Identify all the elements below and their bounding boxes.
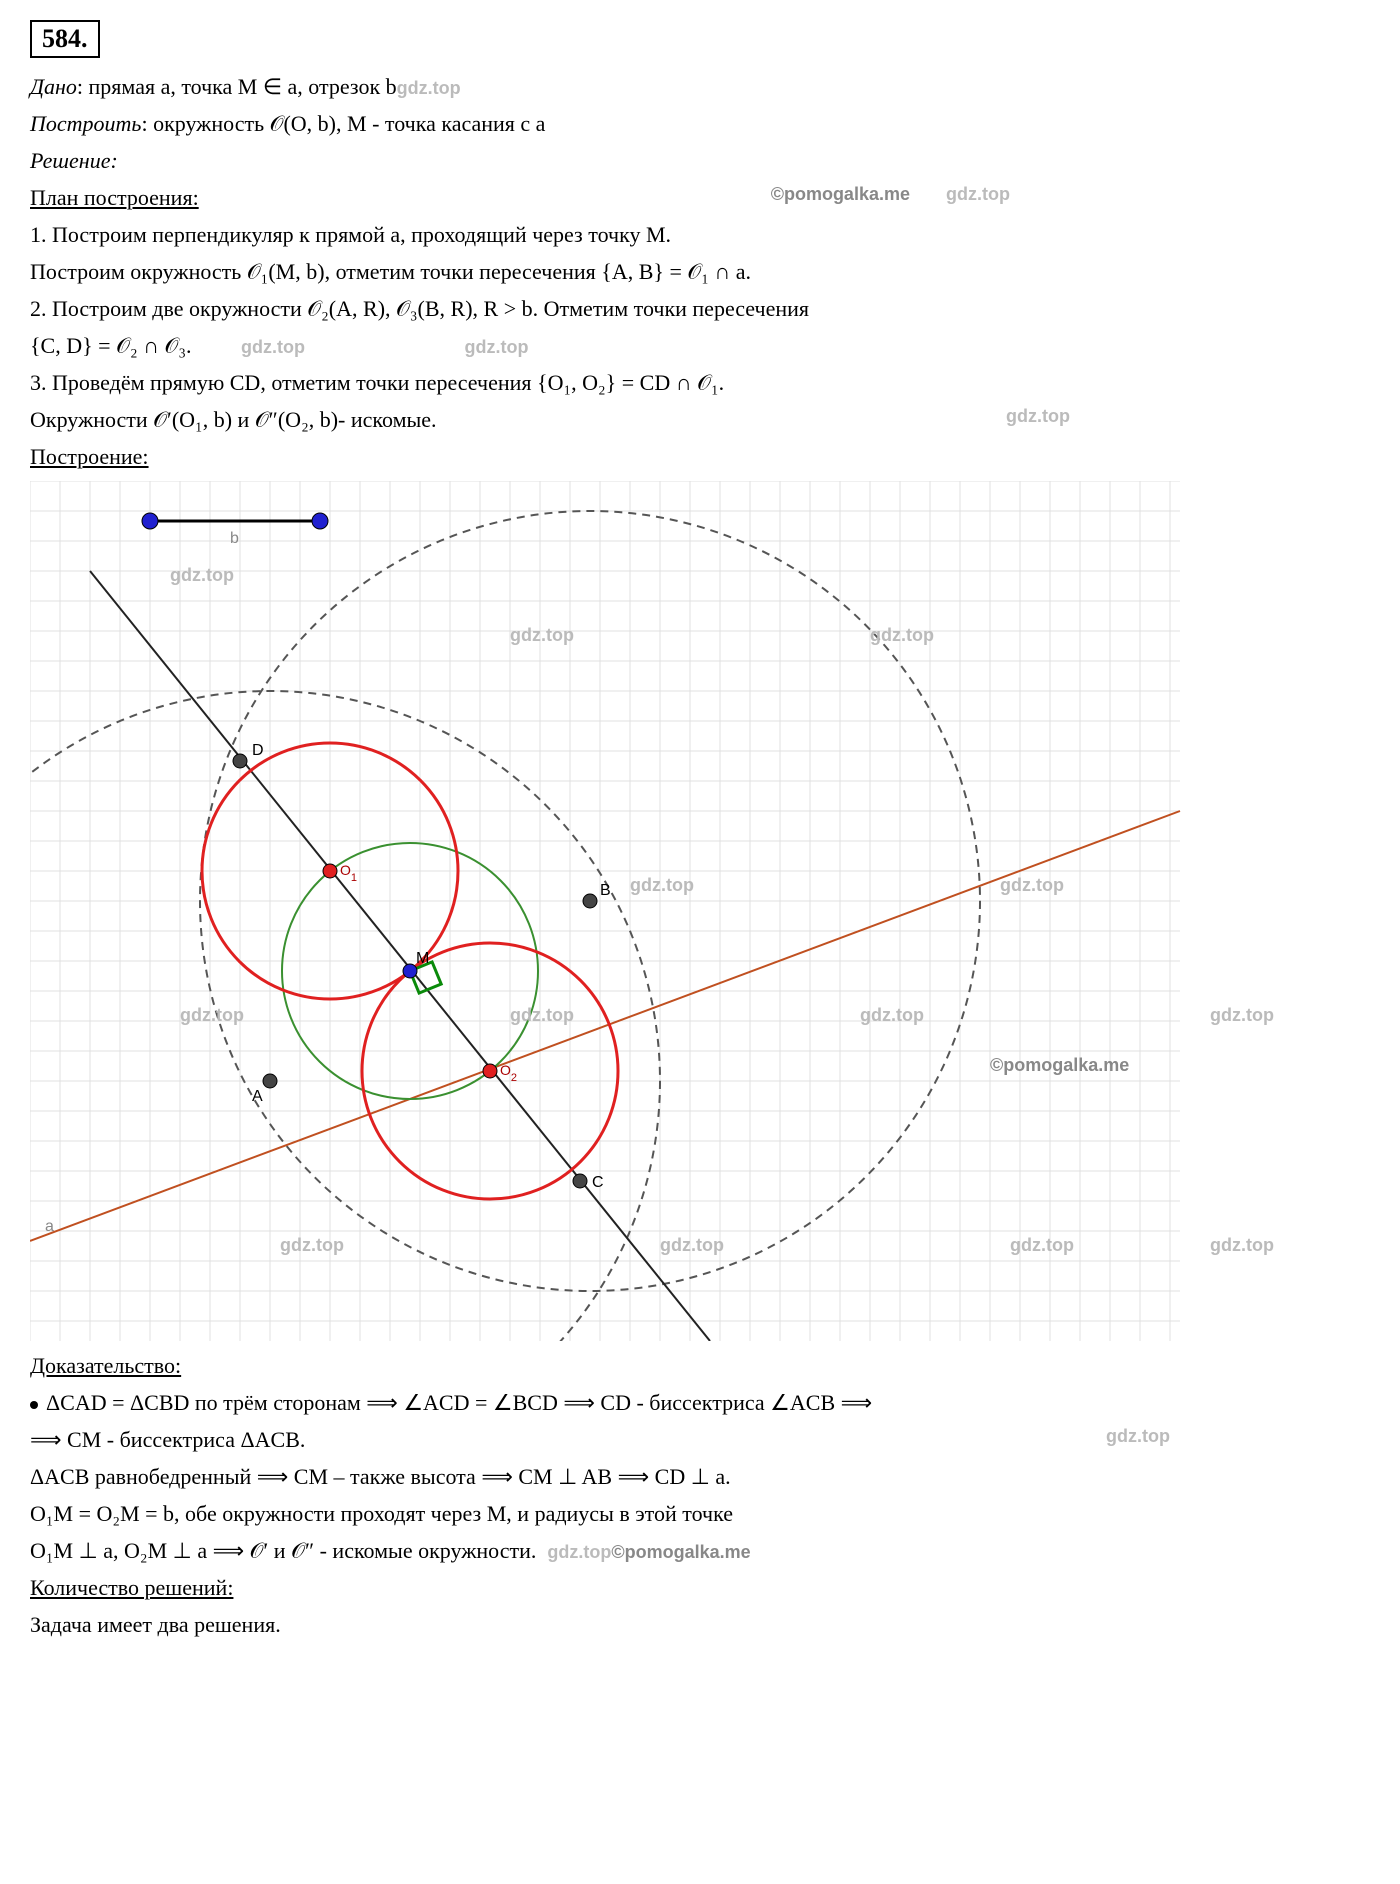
construct-line: Построить: окружность 𝒪(O, b), M - точка… (30, 107, 1370, 140)
step-2a: 2. Построим две окружности 𝒪₂(A, R), 𝒪₃(… (30, 292, 1370, 325)
given-line: Дано: прямая a, точка M ∈ a, отрезок bgd… (30, 70, 1370, 103)
proof-1: ΔCAD = ΔCBD по трём сторонам ⟹ ∠ACD = ∠B… (30, 1386, 1370, 1419)
svg-text:gdz.top: gdz.top (170, 565, 234, 585)
svg-text:gdz.top: gdz.top (510, 1005, 574, 1025)
svg-text:B: B (600, 882, 611, 899)
svg-text:C: C (592, 1174, 604, 1191)
svg-text:a: a (45, 1218, 54, 1235)
proof-2: ΔACB равнобедренный ⟹ CM – также высота … (30, 1460, 1370, 1493)
plan-label: План построения: ©pomogalka.megdz.top (30, 181, 1370, 214)
proof-3: O₁M = O₂M = b, обе окружности проходят ч… (30, 1497, 1370, 1530)
svg-text:D: D (252, 742, 264, 759)
svg-text:A: A (252, 1088, 263, 1105)
proof-4: O₁M ⊥ a, O₂M ⊥ a ⟹ 𝒪′ и 𝒪″ - искомые окр… (30, 1534, 1370, 1567)
construction-label: Построение: (30, 440, 1370, 473)
svg-text:gdz.top: gdz.top (860, 1005, 924, 1025)
proof-1b: ⟹ CM - биссектриса ΔACB. gdz.top (30, 1423, 1370, 1456)
svg-text:gdz.top: gdz.top (280, 1235, 344, 1255)
svg-text:gdz.top: gdz.top (630, 875, 694, 895)
count-text: Задача имеет два решения. (30, 1608, 1370, 1641)
step-3a: 3. Проведём прямую CD, отметим точки пер… (30, 366, 1370, 399)
svg-text:gdz.top: gdz.top (660, 1235, 724, 1255)
svg-text:gdz.top: gdz.top (510, 625, 574, 645)
svg-text:O1: O1 (340, 862, 357, 884)
svg-text:gdz.top: gdz.top (870, 625, 934, 645)
proof-label: Доказательство: (30, 1349, 1370, 1382)
step-2b: {C, D} = 𝒪₂ ∩ 𝒪₃. gdz.top gdz.top (30, 329, 1370, 362)
svg-text:gdz.top: gdz.top (1210, 1005, 1274, 1025)
count-label: Количество решений: (30, 1571, 1370, 1604)
svg-text:gdz.top: gdz.top (1010, 1235, 1074, 1255)
step-1b: Построим окружность 𝒪₁(M, b), отметим то… (30, 255, 1370, 288)
svg-text:gdz.top: gdz.top (1210, 1235, 1274, 1255)
svg-text:gdz.top: gdz.top (1000, 875, 1064, 895)
geometry-diagram: abMO1O2ABCDgdz.topgdz.topgdz.topgdz.topg… (30, 481, 1370, 1341)
step-1a: 1. Построим перпендикуляр к прямой a, пр… (30, 218, 1370, 251)
solution-label: Решение: (30, 144, 1370, 177)
svg-text:©pomogalka.me: ©pomogalka.me (990, 1055, 1129, 1075)
step-3b: Окружности 𝒪′(O₁, b) и 𝒪″(O₂, b)- искомы… (30, 403, 1370, 436)
svg-text:b: b (230, 530, 239, 547)
svg-text:gdz.top: gdz.top (180, 1005, 244, 1025)
svg-text:M: M (416, 950, 429, 967)
problem-number: 584. (30, 20, 100, 58)
